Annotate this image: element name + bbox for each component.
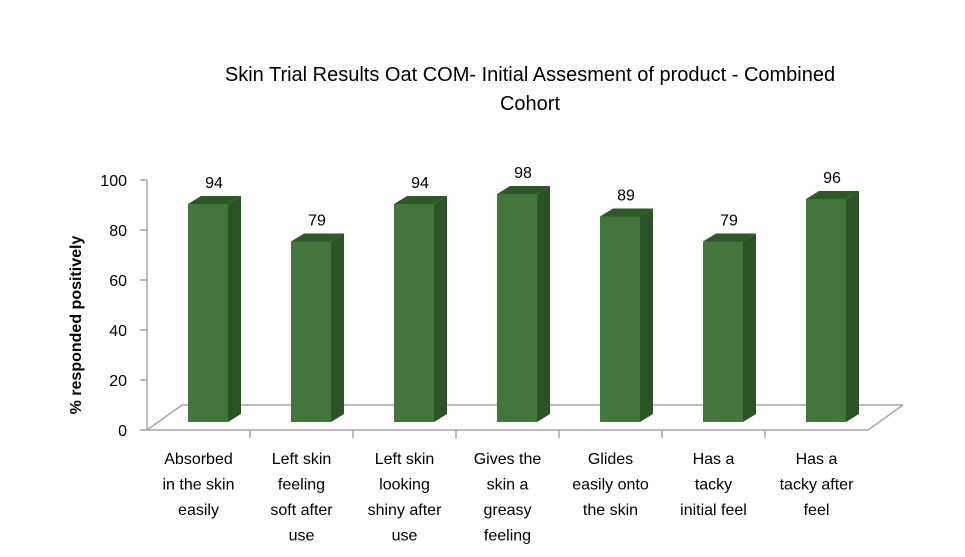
data-label: 98 bbox=[514, 165, 532, 182]
bar bbox=[291, 233, 344, 422]
floor-edge bbox=[146, 404, 903, 431]
x-category-label: shiny after bbox=[368, 502, 442, 519]
bar bbox=[806, 191, 859, 422]
data-label: 79 bbox=[720, 213, 738, 230]
bar bbox=[600, 208, 653, 422]
data-label: 96 bbox=[823, 170, 841, 187]
bar-front bbox=[497, 194, 537, 422]
x-category-label: use bbox=[289, 528, 315, 545]
y-axis-label: % responded positively bbox=[68, 236, 85, 415]
x-category-label: in the skin bbox=[162, 477, 234, 494]
x-category-label: Left skin bbox=[272, 451, 332, 468]
x-category-label: use bbox=[392, 528, 418, 545]
bar bbox=[188, 196, 241, 422]
y-tick-label: 20 bbox=[109, 373, 127, 390]
bar-side bbox=[743, 233, 756, 422]
x-axis-line bbox=[147, 404, 904, 431]
bar-top bbox=[291, 233, 344, 242]
bar-side bbox=[846, 191, 859, 422]
bar-top bbox=[188, 196, 241, 204]
x-category-label: Left skin bbox=[375, 451, 435, 468]
bar-side bbox=[228, 196, 241, 422]
bar bbox=[703, 233, 756, 422]
bar-top bbox=[806, 191, 859, 199]
y-tick-label: 100 bbox=[100, 173, 127, 190]
axes bbox=[146, 180, 904, 438]
bar-top bbox=[600, 208, 653, 217]
x-category-label: Has a bbox=[693, 451, 735, 468]
bar-top bbox=[497, 186, 550, 194]
bar-side bbox=[434, 196, 447, 422]
bar-front bbox=[600, 216, 640, 422]
x-category-label: tacky bbox=[695, 477, 732, 494]
bar-front bbox=[394, 204, 434, 422]
bar-front bbox=[703, 241, 743, 422]
x-category-label: feeling bbox=[278, 477, 325, 494]
x-category-label: the skin bbox=[583, 502, 638, 519]
data-labels: 94 79 94 98 89 79 96 bbox=[205, 165, 841, 230]
x-category-label: Has a bbox=[796, 451, 838, 468]
x-category-label: Gives the bbox=[474, 451, 542, 468]
chart-title: Skin Trial Results Oat COM- Initial Asse… bbox=[225, 64, 835, 115]
x-category-label: easily bbox=[178, 502, 219, 519]
bar-side bbox=[537, 186, 550, 422]
x-category-label: Absorbed bbox=[164, 451, 233, 468]
bar bbox=[497, 186, 550, 422]
bar-side bbox=[640, 208, 653, 422]
data-label: 89 bbox=[617, 188, 635, 205]
chart-title-line: Cohort bbox=[500, 93, 560, 115]
bar-side bbox=[331, 233, 344, 422]
data-label: 94 bbox=[411, 175, 429, 192]
bar-front bbox=[806, 199, 846, 422]
bar-front bbox=[291, 241, 331, 422]
x-category-label: soft after bbox=[270, 502, 333, 519]
x-category-label: feel bbox=[804, 502, 830, 519]
y-tick-label: 0 bbox=[118, 423, 127, 440]
x-category-label: looking bbox=[379, 477, 430, 494]
x-category-label: tacky after bbox=[780, 477, 854, 494]
x-category-label: Glides bbox=[588, 451, 633, 468]
y-tick-label: 80 bbox=[109, 223, 127, 240]
x-category-label: initial feel bbox=[680, 502, 747, 519]
y-tick-label: 40 bbox=[109, 323, 127, 340]
x-category-label: easily onto bbox=[572, 477, 649, 494]
y-tick-label: 60 bbox=[109, 273, 127, 290]
chart-title-line: Skin Trial Results Oat COM- Initial Asse… bbox=[225, 64, 835, 86]
x-category-label: skin a bbox=[487, 477, 529, 494]
data-label: 79 bbox=[308, 213, 326, 230]
x-category-label: feeling bbox=[484, 528, 531, 545]
x-category-label: greasy bbox=[483, 502, 531, 519]
bar-top bbox=[703, 233, 756, 242]
data-label: 94 bbox=[205, 175, 223, 192]
bar-top bbox=[394, 196, 447, 204]
bar bbox=[394, 196, 447, 422]
y-ticks: 0 20 40 60 80 100 bbox=[100, 173, 147, 440]
bar-front bbox=[188, 204, 228, 422]
bars bbox=[188, 186, 859, 422]
